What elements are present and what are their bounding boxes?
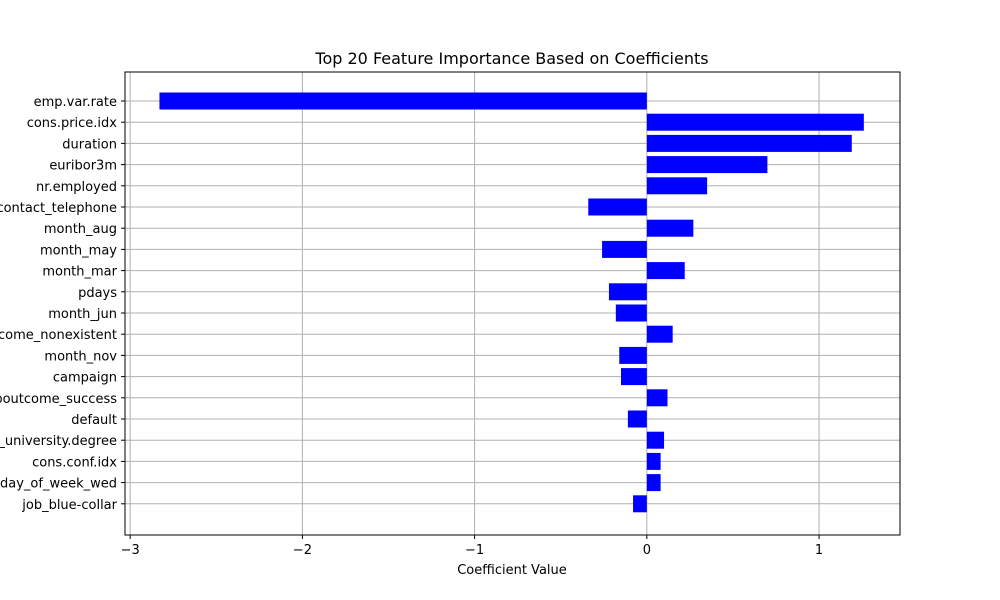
y-tick-label: poutcome_nonexistent: [0, 328, 117, 343]
x-tick-label: −2: [293, 543, 312, 558]
y-tick-label: job_blue-collar: [21, 498, 117, 513]
y-axis: emp.var.rate cons.price.idx duration euribo…: [0, 95, 125, 513]
y-tick-label: cons.conf.idx: [32, 455, 117, 470]
y-tick-label: month_may: [40, 243, 117, 258]
x-tick-label: −3: [121, 543, 140, 558]
y-tick-label: month_jun: [48, 307, 117, 322]
y-tick-label: campaign: [53, 371, 117, 386]
y-tick-label: duration: [62, 137, 117, 152]
bar-emp.var.rate: [159, 92, 647, 110]
y-tick-label: pdays: [78, 286, 117, 301]
x-tick-label: −1: [465, 543, 484, 558]
bar-duration: [646, 134, 852, 152]
bar-default: [627, 410, 647, 428]
y-tick-label: month_mar: [42, 265, 117, 280]
bar-month_aug: [646, 219, 694, 237]
bar-campaign: [621, 368, 647, 386]
y-tick-label: default: [71, 413, 117, 428]
y-tick-label: emp.var.rate: [34, 95, 117, 110]
x-axis-label: Coefficient Value: [457, 563, 567, 578]
bar-euribor3m: [646, 156, 768, 174]
x-tick-label: 1: [815, 543, 823, 558]
bar-cons.conf.idx: [646, 452, 661, 470]
bars: [159, 92, 864, 513]
y-tick-label: euribor3m: [49, 159, 117, 174]
x-tick-label: 0: [643, 543, 651, 558]
bar-nr.employed: [646, 177, 708, 195]
bar-pdays: [608, 283, 647, 301]
bar-contact_telephone: [588, 198, 647, 216]
bar-month_nov: [619, 346, 647, 364]
y-tick-label: poutcome_success: [0, 392, 117, 407]
bar-month_mar: [646, 262, 685, 280]
bar-cons.price.idx: [646, 113, 864, 131]
bar-job_blue-collar: [633, 495, 647, 513]
y-tick-label: contact_telephone: [0, 201, 117, 216]
y-tick-label: month_nov: [44, 349, 117, 364]
x-axis: −3 −2 −1 0 1: [121, 535, 823, 558]
plot-frame: [124, 71, 901, 536]
y-tick-label: cons.price.idx: [27, 116, 118, 131]
y-tick-label: nr.employed: [36, 180, 117, 195]
bar-poutcome_nonexistent: [646, 325, 673, 343]
bar-month_jun: [615, 304, 647, 322]
y-tick-label: day_of_week_wed: [0, 477, 117, 492]
bar-poutcome_success: [646, 389, 668, 407]
bar-day_of_week_wed: [646, 474, 661, 492]
y-tick-label: education_university.degree: [0, 434, 117, 449]
bar-month_may: [602, 240, 647, 258]
bar-education_university.degree: [646, 431, 665, 449]
y-tick-label: month_aug: [44, 222, 117, 237]
chart-title: Top 20 Feature Importance Based on Coeff…: [314, 49, 708, 68]
